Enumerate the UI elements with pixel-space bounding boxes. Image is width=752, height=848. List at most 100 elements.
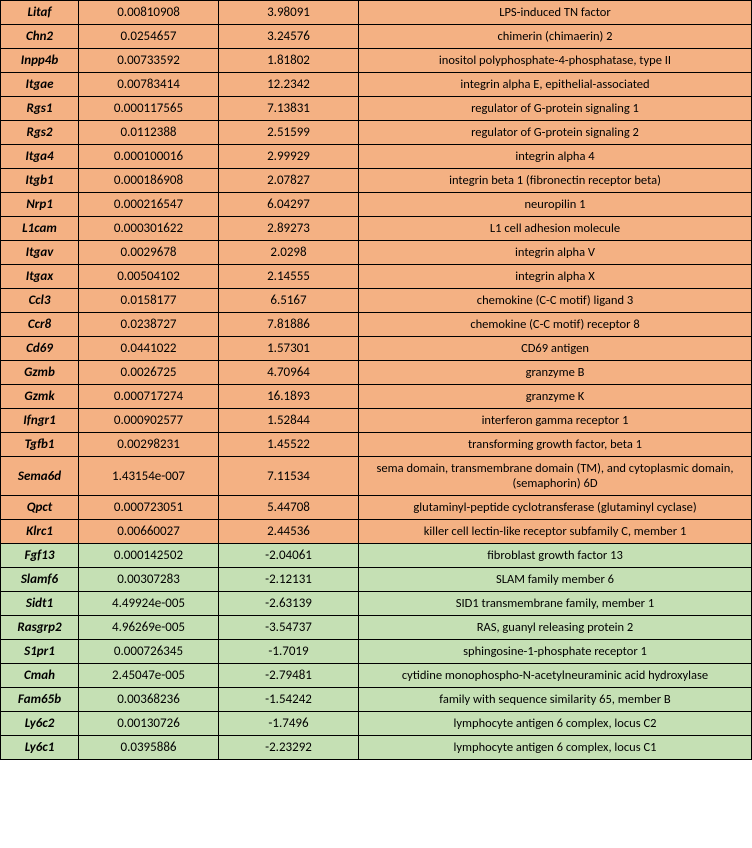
gene-symbol: Gzmk: [1, 385, 79, 409]
gene-description: chimerin (chimaerin) 2: [359, 25, 752, 49]
gene-description: RAS, guanyl releasing protein 2: [359, 616, 752, 640]
gene-symbol: Ly6c1: [1, 736, 79, 760]
gene-symbol: Itga4: [1, 145, 79, 169]
gene-symbol: Sidt1: [1, 592, 79, 616]
p-value: 0.0254657: [79, 25, 219, 49]
p-value: 0.00733592: [79, 49, 219, 73]
gene-description: integrin alpha E, epithelial-associated: [359, 73, 752, 97]
table-row: Itgae0.0078341412.2342integrin alpha E, …: [1, 73, 752, 97]
gene-symbol: L1cam: [1, 217, 79, 241]
p-value: 0.0395886: [79, 736, 219, 760]
gene-symbol: Nrp1: [1, 193, 79, 217]
fold-change: -2.63139: [219, 592, 359, 616]
p-value: 0.00368236: [79, 688, 219, 712]
p-value: 2.45047e-005: [79, 664, 219, 688]
table-row: Fam65b0.00368236-1.54242family with sequ…: [1, 688, 752, 712]
fold-change: 4.70964: [219, 361, 359, 385]
table-row: Ly6c10.0395886-2.23292lymphocyte antigen…: [1, 736, 752, 760]
table-row: Ccr80.02387277.81886chemokine (C-C motif…: [1, 313, 752, 337]
gene-description: CD69 antigen: [359, 337, 752, 361]
table-row: Itgax0.005041022.14555integrin alpha X: [1, 265, 752, 289]
gene-symbol: Cd69: [1, 337, 79, 361]
gene-description: LPS-induced TN factor: [359, 1, 752, 25]
p-value: 0.00783414: [79, 73, 219, 97]
table-row: Itga40.0001000162.99929integrin alpha 4: [1, 145, 752, 169]
gene-description: granzyme B: [359, 361, 752, 385]
fold-change: 12.2342: [219, 73, 359, 97]
fold-change: 2.0298: [219, 241, 359, 265]
gene-symbol: Slamf6: [1, 568, 79, 592]
p-value: 0.000301622: [79, 217, 219, 241]
gene-symbol: Tgfb1: [1, 433, 79, 457]
table-row: S1pr10.000726345-1.7019sphingosine-1-pho…: [1, 640, 752, 664]
gene-description: regulator of G-protein signaling 1: [359, 97, 752, 121]
table-row: Sidt14.49924e-005-2.63139SID1 transmembr…: [1, 592, 752, 616]
p-value: 0.000902577: [79, 409, 219, 433]
fold-change: 2.07827: [219, 169, 359, 193]
fold-change: 7.11534: [219, 457, 359, 496]
gene-description: neuropilin 1: [359, 193, 752, 217]
gene-symbol: Cmah: [1, 664, 79, 688]
table-row: Ccl30.01581776.5167chemokine (C-C motif)…: [1, 289, 752, 313]
fold-change: 7.13831: [219, 97, 359, 121]
gene-description: cytidine monophospho-N-acetylneuraminic …: [359, 664, 752, 688]
gene-description: chemokine (C-C motif) receptor 8: [359, 313, 752, 337]
gene-description: integrin alpha X: [359, 265, 752, 289]
p-value: 1.43154e-007: [79, 457, 219, 496]
p-value: 0.0441022: [79, 337, 219, 361]
p-value: 0.00810908: [79, 1, 219, 25]
fold-change: 2.14555: [219, 265, 359, 289]
table-row: Sema6d1.43154e-0077.11534sema domain, tr…: [1, 457, 752, 496]
fold-change: 7.81886: [219, 313, 359, 337]
gene-description: integrin alpha 4: [359, 145, 752, 169]
gene-description: SID1 transmembrane family, member 1: [359, 592, 752, 616]
table-row: Cmah2.45047e-005-2.79481cytidine monopho…: [1, 664, 752, 688]
fold-change: -3.54737: [219, 616, 359, 640]
p-value: 0.00298231: [79, 433, 219, 457]
fold-change: 16.1893: [219, 385, 359, 409]
gene-symbol: Fgf13: [1, 544, 79, 568]
p-value: 0.000726345: [79, 640, 219, 664]
fold-change: -2.04061: [219, 544, 359, 568]
gene-symbol: Inpp4b: [1, 49, 79, 73]
gene-symbol: Itgb1: [1, 169, 79, 193]
fold-change: -2.12131: [219, 568, 359, 592]
fold-change: 5.44708: [219, 496, 359, 520]
p-value: 4.49924e-005: [79, 592, 219, 616]
gene-symbol: Itgax: [1, 265, 79, 289]
fold-change: -2.23292: [219, 736, 359, 760]
p-value: 0.00504102: [79, 265, 219, 289]
p-value: 0.000100016: [79, 145, 219, 169]
p-value: 0.000117565: [79, 97, 219, 121]
p-value: 0.00130726: [79, 712, 219, 736]
p-value: 0.0029678: [79, 241, 219, 265]
gene-symbol: Ccl3: [1, 289, 79, 313]
table-row: Itgb10.0001869082.07827integrin beta 1 (…: [1, 169, 752, 193]
table-row: Ly6c20.00130726-1.7496lymphocyte antigen…: [1, 712, 752, 736]
fold-change: -1.54242: [219, 688, 359, 712]
gene-symbol: Sema6d: [1, 457, 79, 496]
gene-description: granzyme K: [359, 385, 752, 409]
gene-symbol: Ly6c2: [1, 712, 79, 736]
gene-symbol: Rgs1: [1, 97, 79, 121]
fold-change: 2.44536: [219, 520, 359, 544]
table-row: Gzmb0.00267254.70964granzyme B: [1, 361, 752, 385]
gene-description: chemokine (C-C motif) ligand 3: [359, 289, 752, 313]
p-value: 0.000186908: [79, 169, 219, 193]
p-value: 0.0238727: [79, 313, 219, 337]
fold-change: -1.7496: [219, 712, 359, 736]
gene-symbol: Gzmb: [1, 361, 79, 385]
table-row: Nrp10.0002165476.04297neuropilin 1: [1, 193, 752, 217]
gene-symbol: Klrc1: [1, 520, 79, 544]
p-value: 0.000216547: [79, 193, 219, 217]
fold-change: 1.57301: [219, 337, 359, 361]
p-value: 0.000717274: [79, 385, 219, 409]
fold-change: 2.51599: [219, 121, 359, 145]
gene-symbol: Litaf: [1, 1, 79, 25]
gene-description: transforming growth factor, beta 1: [359, 433, 752, 457]
gene-description: inositol polyphosphate-4-phosphatase, ty…: [359, 49, 752, 73]
gene-description: sema domain, transmembrane domain (TM), …: [359, 457, 752, 496]
gene-description: fibroblast growth factor 13: [359, 544, 752, 568]
fold-change: 3.24576: [219, 25, 359, 49]
gene-description: lymphocyte antigen 6 complex, locus C2: [359, 712, 752, 736]
